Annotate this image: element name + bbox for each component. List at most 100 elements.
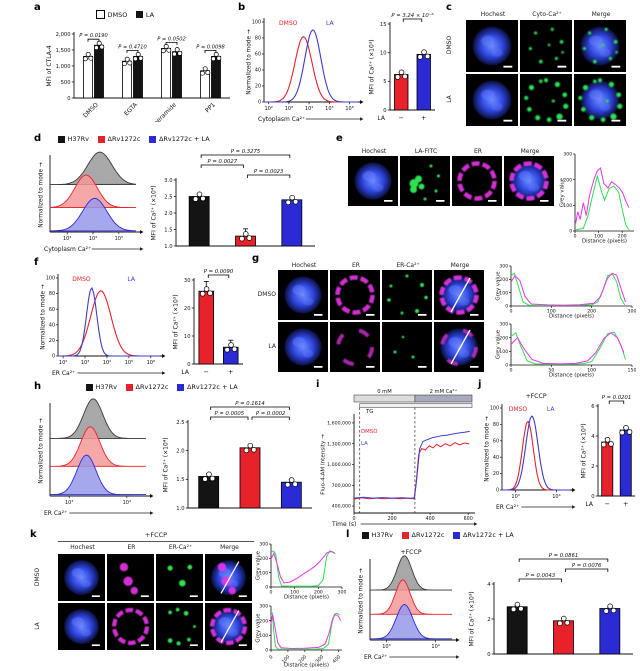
legend-swatch-dmso xyxy=(96,10,105,19)
svg-text:2.0: 2.0 xyxy=(176,448,184,454)
svg-text:+: + xyxy=(623,500,628,508)
chart-d-mfi-bar: 1.0 1.5 2.0 2.5 3.0 MFI of Ca²⁺ (×10⁴) P = 0.0… xyxy=(148,146,318,258)
svg-text:ER Ca²⁺: ER Ca²⁺ xyxy=(52,370,75,377)
legend-swatch-l-h37rv xyxy=(362,531,369,539)
micrograph-k-la-hochest xyxy=(58,603,105,650)
svg-text:0: 0 xyxy=(52,354,55,360)
svg-text:10: 10 xyxy=(380,50,387,56)
svg-text:4: 4 xyxy=(591,434,595,440)
col-label-k-hochest: Hochest xyxy=(70,544,95,551)
svg-text:LA: LA xyxy=(361,441,368,447)
svg-text:Distance (pixels): Distance (pixels) xyxy=(549,314,594,320)
svg-text:Cytoplasm Ca²⁺: Cytoplasm Ca²⁺ xyxy=(258,116,305,123)
panel-label-b: b xyxy=(238,2,246,13)
svg-text:200: 200 xyxy=(298,654,309,665)
svg-text:MFI of Ca²⁺ (×10³): MFI of Ca²⁺ (×10³) xyxy=(581,423,588,478)
svg-text:1.5: 1.5 xyxy=(176,477,184,483)
chart-l-mfi-bar: 0 2 4 MFI of Ca²⁺ (×10³) P = 0.0043 P = 0.007… xyxy=(466,550,636,666)
svg-text:Normalized to mode →: Normalized to mode → xyxy=(247,29,253,95)
panel-k-fccp-title: +FCCP xyxy=(144,531,168,539)
chart-e-line-profile: 0 100 200 300 0 100 200 Grey value Distance (pix… xyxy=(558,150,638,248)
row-label-c-dmso: DMSO xyxy=(446,35,453,55)
svg-text:2.5: 2.5 xyxy=(164,194,172,200)
micrograph-e-er xyxy=(452,156,502,206)
svg-text:LA: LA xyxy=(326,20,334,27)
micrograph-k-la-er-ca xyxy=(156,603,203,650)
col-label-k-er-ca: ER-Ca²⁺ xyxy=(168,544,193,551)
svg-text:2.5: 2.5 xyxy=(176,420,184,426)
svg-text:0: 0 xyxy=(510,309,513,315)
svg-text:Cytoplasm Ca²⁺: Cytoplasm Ca²⁺ xyxy=(44,246,91,253)
svg-text:1,600,000: 1,600,000 xyxy=(327,421,351,427)
micrograph-c-dmso-cyto-ca xyxy=(520,20,572,72)
svg-text:P = 0.0090: P = 0.0090 xyxy=(204,269,234,275)
svg-text:ER Ca²⁺: ER Ca²⁺ xyxy=(496,504,519,511)
svg-text:100: 100 xyxy=(490,406,499,412)
micrograph-g-la-merge xyxy=(434,322,484,372)
svg-text:100: 100 xyxy=(281,654,292,665)
svg-text:0 mM: 0 mM xyxy=(377,389,391,395)
row-label-k-la: LA xyxy=(34,622,41,630)
micrograph-g-la-hochest xyxy=(278,322,328,372)
svg-text:10²: 10² xyxy=(59,360,67,366)
panel-k-header-rule xyxy=(58,541,254,542)
svg-text:Distance (pixels): Distance (pixels) xyxy=(284,595,329,601)
svg-text:10⁵: 10⁵ xyxy=(325,106,333,112)
panel-e-micrographs xyxy=(348,156,554,206)
col-label-e-merge: Merge xyxy=(520,148,540,155)
legend-l-rv1272c-label: ΔRv1272c xyxy=(411,531,445,539)
chart-ctla4-bar: 0 500 1,000 1,500 2,000 MFI of CTLA-4 P = 0.01… xyxy=(44,18,232,132)
svg-text:0: 0 xyxy=(510,368,513,374)
svg-text:10⁴: 10⁴ xyxy=(103,360,111,366)
svg-text:300: 300 xyxy=(563,152,572,158)
svg-text:P = 0.0027: P = 0.0027 xyxy=(208,159,238,165)
svg-text:2.0: 2.0 xyxy=(164,211,172,217)
svg-text:2: 2 xyxy=(591,464,594,470)
svg-text:Grey value: Grey value xyxy=(496,329,502,359)
svg-text:1.5: 1.5 xyxy=(164,227,172,233)
svg-text:200: 200 xyxy=(563,177,572,183)
legend-swatch-h-rv1272c xyxy=(126,383,134,391)
panel-label-i: i xyxy=(316,379,320,390)
micrograph-g-la-er-ca xyxy=(382,322,432,372)
svg-text:ER Ca²⁺: ER Ca²⁺ xyxy=(364,654,387,661)
col-label-hochest: Hochest xyxy=(480,11,506,18)
col-label-g-er: ER xyxy=(352,262,360,269)
svg-text:P = 0.0098: P = 0.0098 xyxy=(196,44,225,50)
svg-text:10⁴: 10⁴ xyxy=(123,500,131,506)
svg-text:Normalized to mode →: Normalized to mode → xyxy=(39,162,45,228)
micrograph-e-merge xyxy=(504,156,554,206)
legend-swatch-h-h37rv xyxy=(86,383,93,391)
svg-text:300: 300 xyxy=(259,604,268,610)
svg-text:0: 0 xyxy=(265,648,268,654)
svg-text:100: 100 xyxy=(499,290,508,296)
svg-text:300: 300 xyxy=(499,322,508,328)
legend-d: H37Rv ΔRv1272c ΔRv1272c + LA xyxy=(58,135,210,143)
svg-text:Distance (pixels): Distance (pixels) xyxy=(549,373,594,379)
legend-l-h37rv: H37Rv xyxy=(362,531,393,539)
col-label-g-merge: Merge xyxy=(450,262,470,269)
svg-text:10⁴: 10⁴ xyxy=(89,236,97,242)
svg-text:Distance (pixels): Distance (pixels) xyxy=(284,663,329,669)
micrograph-g-dmso-er-ca xyxy=(382,270,432,320)
svg-text:P = 0.0002: P = 0.0002 xyxy=(256,411,286,417)
micrograph-k-dmso-hochest xyxy=(58,554,105,601)
svg-text:80: 80 xyxy=(255,36,261,42)
legend-swatch-rv1272c-la xyxy=(149,135,157,143)
svg-text:DMSO: DMSO xyxy=(509,406,528,413)
svg-text:3.0: 3.0 xyxy=(164,178,172,184)
svg-text:10³: 10³ xyxy=(65,500,73,506)
col-label-e-er: ER xyxy=(474,148,482,155)
svg-text:20: 20 xyxy=(184,306,191,312)
svg-text:100: 100 xyxy=(547,309,556,315)
micrograph-k-la-merge xyxy=(205,603,252,650)
svg-text:100: 100 xyxy=(259,633,268,639)
panel-g-column-labels: Hochest ER ER-Ca²⁺ Merge xyxy=(278,262,486,269)
svg-text:10⁶: 10⁶ xyxy=(147,360,155,366)
micrograph-e-hochest xyxy=(348,156,398,206)
svg-text:0: 0 xyxy=(505,363,508,369)
col-label-k-er: ER xyxy=(127,544,136,551)
svg-text:2 mM Ca²⁺: 2 mM Ca²⁺ xyxy=(430,389,458,395)
chart-fluo4-kinetics: 0 mM 2 mM Ca²⁺ TG 400,000 700,000 1,000,000 1,… xyxy=(318,386,478,532)
